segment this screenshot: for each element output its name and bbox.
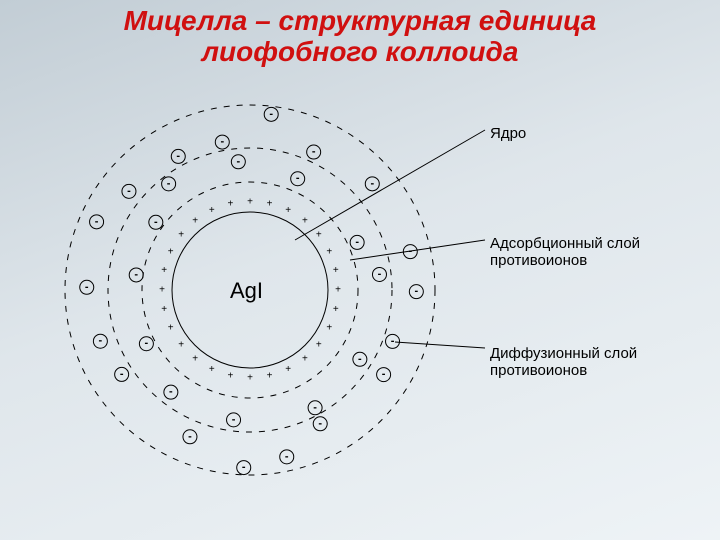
svg-text:-: - — [127, 185, 131, 197]
svg-text:+: + — [209, 364, 215, 375]
micelle-diagram: ++++++++++++++++++++++++++++------------… — [30, 90, 690, 510]
svg-text:-: - — [220, 136, 224, 148]
svg-text:+: + — [178, 339, 184, 350]
svg-text:+: + — [161, 265, 167, 276]
svg-text:-: - — [358, 353, 362, 365]
svg-text:+: + — [159, 285, 165, 296]
svg-text:+: + — [209, 205, 215, 216]
svg-text:+: + — [247, 197, 253, 208]
svg-text:-: - — [134, 268, 138, 280]
svg-text:-: - — [318, 417, 322, 429]
svg-text:+: + — [192, 353, 198, 364]
label-adsorption-layer: Адсорбционный слойпротивоионов — [490, 235, 640, 270]
svg-text:-: - — [85, 281, 89, 293]
svg-text:+: + — [326, 323, 332, 334]
svg-text:-: - — [269, 108, 273, 120]
svg-text:+: + — [302, 353, 308, 364]
svg-text:+: + — [316, 339, 322, 350]
title-line-2: лиофобного коллоида — [202, 36, 519, 67]
title-line-1: Мицелла – структурная единица — [124, 5, 597, 36]
svg-text:-: - — [95, 215, 99, 227]
svg-text:+: + — [247, 373, 253, 384]
slide-title: Мицелла – структурная единица лиофобного… — [0, 6, 720, 68]
svg-text:+: + — [168, 323, 174, 334]
svg-text:+: + — [192, 216, 198, 227]
core-label: AgI — [230, 278, 263, 304]
svg-text:-: - — [355, 236, 359, 248]
svg-text:-: - — [154, 216, 158, 228]
svg-text:+: + — [161, 304, 167, 315]
svg-text:-: - — [236, 155, 240, 167]
svg-text:+: + — [316, 230, 322, 241]
svg-text:-: - — [99, 335, 103, 347]
svg-text:+: + — [302, 216, 308, 227]
svg-text:+: + — [326, 246, 332, 257]
svg-text:-: - — [242, 461, 246, 473]
svg-text:+: + — [227, 199, 233, 210]
svg-text:-: - — [176, 150, 180, 162]
svg-text:-: - — [312, 146, 316, 158]
svg-text:+: + — [168, 246, 174, 257]
svg-text:-: - — [188, 430, 192, 442]
svg-text:-: - — [145, 337, 149, 349]
svg-text:-: - — [414, 285, 418, 297]
svg-text:-: - — [169, 386, 173, 398]
svg-text:+: + — [227, 370, 233, 381]
svg-text:+: + — [285, 205, 291, 216]
svg-text:-: - — [391, 335, 395, 347]
svg-text:-: - — [285, 450, 289, 462]
label-core: Ядро — [490, 125, 526, 142]
svg-text:-: - — [313, 401, 317, 413]
label-diffusion-layer: Диффузионный слойпротивоионов — [490, 345, 637, 380]
svg-text:+: + — [333, 304, 339, 315]
svg-text:-: - — [120, 368, 124, 380]
svg-text:-: - — [167, 177, 171, 189]
svg-text:-: - — [382, 368, 386, 380]
svg-text:+: + — [335, 285, 341, 296]
svg-text:-: - — [378, 268, 382, 280]
svg-text:+: + — [333, 265, 339, 276]
svg-text:+: + — [178, 230, 184, 241]
diagram-svg: ++++++++++++++++++++++++++++------------… — [30, 90, 690, 510]
svg-text:-: - — [296, 172, 300, 184]
svg-text:-: - — [370, 177, 374, 189]
svg-text:+: + — [267, 199, 273, 210]
svg-text:+: + — [285, 364, 291, 375]
svg-text:-: - — [232, 413, 236, 425]
svg-text:+: + — [267, 370, 273, 381]
